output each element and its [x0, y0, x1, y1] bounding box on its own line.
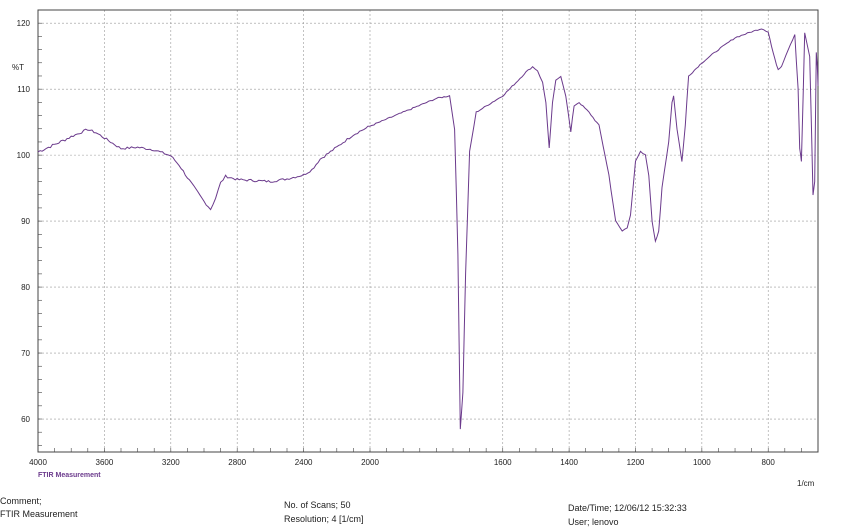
x-tick-label: 2400: [295, 458, 313, 467]
brand-label: FTIR Measurement: [38, 472, 101, 479]
x-axis-unit: 1/cm: [797, 479, 815, 488]
x-tick-label: 2800: [228, 458, 246, 467]
plot-frame: [37, 9, 819, 453]
y-tick-label: 70: [21, 349, 30, 358]
x-tick-label: 1400: [560, 458, 578, 467]
x-tick-label: 1200: [627, 458, 645, 467]
y-tick-label: 90: [21, 217, 30, 226]
y-tick-label: 80: [21, 283, 30, 292]
y-tick-label: 100: [17, 151, 31, 160]
y-axis-label: %T: [12, 63, 24, 72]
y-tick-label: 110: [17, 85, 30, 94]
y-tick-label: 120: [17, 19, 31, 28]
x-tick-label: 4000: [29, 458, 47, 467]
axes: 4000 3600 3200 2800 2400 2000 1600 1400 1200 1000…: [17, 9, 802, 467]
x-tick-label: 3600: [96, 458, 114, 467]
user: User; lenovo: [568, 517, 619, 527]
spectrum-line: [37, 28, 819, 430]
x-tick-label: 1000: [693, 458, 711, 467]
x-tick-label: 1600: [494, 458, 512, 467]
x-tick-label: 800: [762, 458, 776, 467]
x-tick-label: 3200: [162, 458, 180, 467]
date-time: Date/Time; 12/06/12 15:32:33: [568, 503, 687, 513]
scans-count: No. of Scans; 50: [284, 500, 351, 510]
resolution: Resolution; 4 [1/cm]: [284, 514, 364, 524]
y-tick-label: 60: [21, 415, 30, 424]
comment-value: FTIR Measurement: [0, 509, 78, 519]
x-tick-label: 2000: [361, 458, 379, 467]
comment-label: Comment;: [0, 496, 42, 506]
grid: [37, 10, 818, 452]
